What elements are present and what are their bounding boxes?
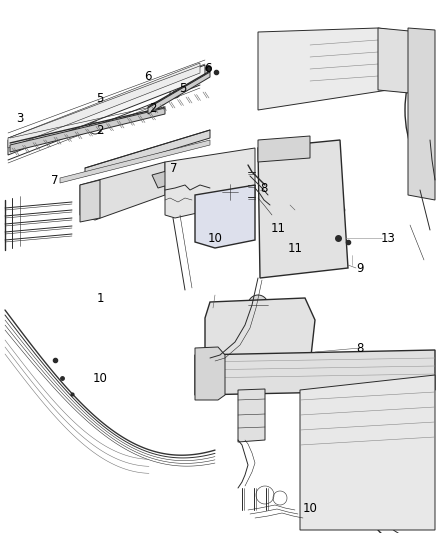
Polygon shape xyxy=(205,298,315,375)
Circle shape xyxy=(111,179,139,207)
Text: 2: 2 xyxy=(149,101,157,115)
Text: 8: 8 xyxy=(356,342,364,354)
Circle shape xyxy=(267,192,323,248)
Text: 5: 5 xyxy=(96,92,104,104)
Circle shape xyxy=(270,249,282,261)
Polygon shape xyxy=(195,350,435,395)
Circle shape xyxy=(122,190,128,196)
Circle shape xyxy=(287,212,303,228)
Text: 10: 10 xyxy=(303,502,318,514)
Polygon shape xyxy=(80,162,165,220)
Polygon shape xyxy=(195,347,225,400)
Text: 11: 11 xyxy=(271,222,286,235)
Polygon shape xyxy=(300,375,435,530)
Polygon shape xyxy=(238,389,265,442)
Circle shape xyxy=(222,184,238,200)
Circle shape xyxy=(173,91,177,95)
Polygon shape xyxy=(80,180,100,222)
Text: 8: 8 xyxy=(260,182,268,195)
Text: 7: 7 xyxy=(51,174,59,187)
Text: 11: 11 xyxy=(287,241,303,254)
Text: 10: 10 xyxy=(208,231,223,245)
Text: 1: 1 xyxy=(96,292,104,304)
Polygon shape xyxy=(408,28,435,200)
Polygon shape xyxy=(85,130,210,176)
Circle shape xyxy=(262,184,278,200)
Text: 2: 2 xyxy=(96,124,104,136)
Polygon shape xyxy=(258,140,348,278)
Polygon shape xyxy=(152,170,175,188)
Circle shape xyxy=(248,295,268,315)
Polygon shape xyxy=(8,63,200,148)
Circle shape xyxy=(92,125,98,131)
Text: 9: 9 xyxy=(356,262,364,274)
Text: 5: 5 xyxy=(179,82,187,94)
Text: 7: 7 xyxy=(170,161,178,174)
Text: 10: 10 xyxy=(92,372,107,384)
Text: 6: 6 xyxy=(204,61,212,75)
Polygon shape xyxy=(8,65,205,155)
Circle shape xyxy=(277,202,313,238)
Polygon shape xyxy=(258,136,310,162)
Text: 6: 6 xyxy=(144,69,152,83)
Polygon shape xyxy=(195,185,255,248)
Polygon shape xyxy=(10,108,165,152)
Text: 13: 13 xyxy=(381,231,396,245)
Polygon shape xyxy=(378,28,430,95)
Polygon shape xyxy=(165,148,255,218)
Polygon shape xyxy=(60,140,210,183)
Polygon shape xyxy=(148,72,210,114)
Circle shape xyxy=(118,186,132,200)
Text: 3: 3 xyxy=(16,111,24,125)
Polygon shape xyxy=(258,28,425,110)
